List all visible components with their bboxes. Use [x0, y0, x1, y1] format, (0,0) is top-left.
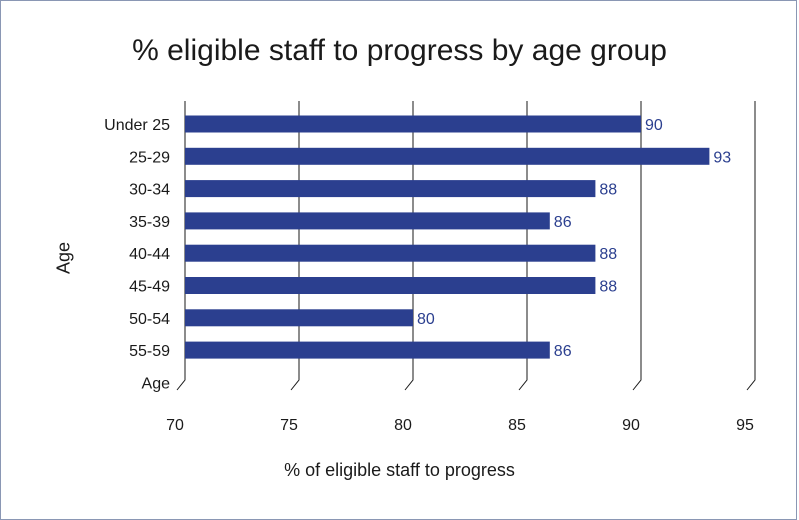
category-label: 55-59 [129, 343, 170, 360]
x-tick-label: 85 [508, 417, 526, 434]
x-tick-label: 90 [622, 417, 640, 434]
category-label: 25-29 [129, 149, 170, 166]
data-label: 80 [417, 311, 435, 328]
data-label: 90 [645, 117, 663, 134]
category-label: 30-34 [129, 182, 170, 199]
bar [185, 309, 413, 327]
x-tick-label: 95 [736, 417, 754, 434]
gridline [176, 101, 186, 391]
bar [185, 115, 641, 133]
data-label: 88 [599, 182, 617, 199]
category-label: 45-49 [129, 279, 170, 296]
category-label: Age [142, 375, 171, 392]
gridline [746, 101, 756, 391]
bar [185, 180, 596, 198]
x-tick-label: 75 [280, 417, 298, 434]
category-label: 50-54 [129, 311, 170, 328]
bar [185, 277, 596, 294]
bar-chart: 70 75 80 85 90 95 Under 25 90 25-29 93 30-34 88 35-3… [104, 101, 756, 434]
data-label: 88 [599, 279, 617, 296]
category-label: Under 25 [104, 117, 170, 134]
bar [185, 147, 710, 165]
gridline [632, 101, 642, 391]
x-tick-label: 70 [166, 417, 184, 434]
x-axis-label: % of eligible staff to progress [284, 460, 515, 480]
data-label: 88 [599, 246, 617, 263]
data-label: 93 [713, 149, 731, 166]
chart-title: % eligible staff to progress by age grou… [132, 34, 667, 67]
category-label: 40-44 [129, 246, 170, 263]
bar [185, 244, 596, 262]
x-tick-label: 80 [394, 417, 412, 434]
data-label: 86 [554, 214, 572, 231]
bar [185, 341, 550, 359]
bar [185, 212, 550, 230]
data-label: 86 [554, 343, 572, 360]
category-label: 35-39 [129, 214, 170, 231]
